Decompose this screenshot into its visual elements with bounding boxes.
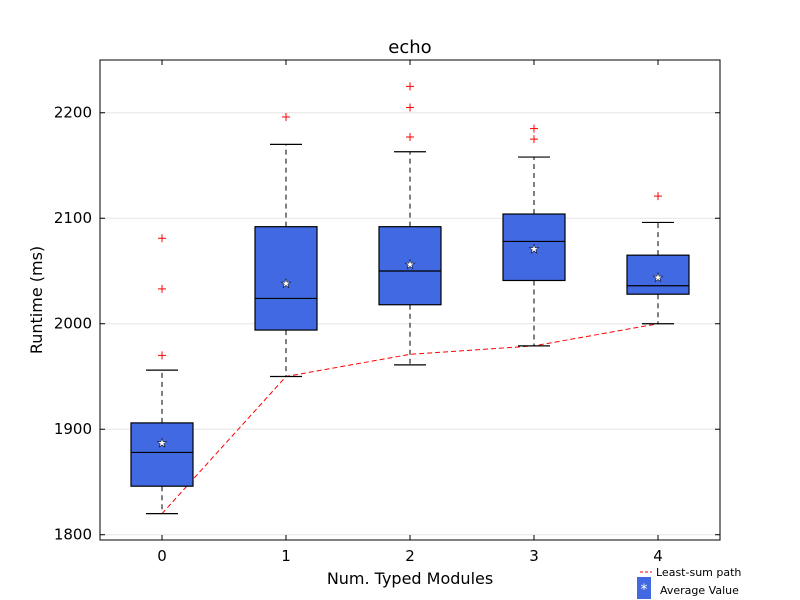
outlier-point bbox=[654, 192, 662, 201]
y-tick-label: 2200 bbox=[54, 104, 92, 122]
box bbox=[626, 254, 690, 295]
least-sum-path-line bbox=[161, 323, 659, 514]
boxes: ★ ★ ★ ★ ★ bbox=[130, 82, 690, 515]
legend-average-swatch bbox=[637, 577, 651, 599]
y-tick-label: 2000 bbox=[54, 315, 92, 333]
least-sum-path bbox=[161, 323, 659, 514]
box-group-2: ★ bbox=[378, 82, 442, 366]
mean-marker: ★ bbox=[653, 270, 664, 284]
y-tick-label: 1800 bbox=[54, 526, 92, 544]
outlier-point bbox=[406, 103, 414, 112]
y-axis: 1800 1900 2000 2100 2200 bbox=[54, 104, 720, 544]
outlier-point bbox=[158, 284, 166, 293]
outlier-point bbox=[530, 124, 538, 133]
mean-marker: ★ bbox=[529, 242, 540, 256]
x-tick-label: 0 bbox=[157, 547, 167, 565]
box-group-4: ★ bbox=[626, 192, 690, 325]
legend-average-marker: * bbox=[641, 582, 648, 598]
x-tick-label: 4 bbox=[653, 547, 663, 565]
chart-title: echo bbox=[388, 37, 431, 58]
x-tick-label: 1 bbox=[281, 547, 291, 565]
legend-path-label: Least-sum path bbox=[656, 566, 741, 579]
outlier-point bbox=[530, 135, 538, 144]
outlier-point bbox=[158, 234, 166, 243]
x-tick-label: 3 bbox=[529, 547, 539, 565]
mean-marker: ★ bbox=[281, 277, 292, 291]
mean-marker: ★ bbox=[405, 258, 416, 272]
x-tick-label: 2 bbox=[405, 547, 415, 565]
legend-average-label: Average Value bbox=[660, 584, 739, 597]
y-tick-label: 1900 bbox=[54, 420, 92, 438]
mean-marker: ★ bbox=[157, 436, 168, 450]
outlier-point bbox=[282, 112, 290, 121]
y-axis-label: Runtime (ms) bbox=[27, 246, 46, 354]
box bbox=[130, 422, 194, 487]
outlier-point bbox=[406, 133, 414, 142]
legend: Least-sum path * Average Value bbox=[637, 566, 741, 599]
box bbox=[254, 226, 318, 331]
box bbox=[378, 226, 442, 306]
outlier-point bbox=[406, 82, 414, 91]
x-axis-label: Num. Typed Modules bbox=[327, 569, 493, 588]
x-axis: 0 1 2 3 4 bbox=[157, 60, 663, 565]
outlier-point bbox=[158, 351, 166, 360]
box bbox=[502, 213, 566, 282]
box-group-1: ★ bbox=[254, 112, 318, 378]
box-group-0: ★ bbox=[130, 234, 194, 515]
y-tick-label: 2100 bbox=[54, 209, 92, 227]
box-group-3: ★ bbox=[502, 124, 566, 347]
